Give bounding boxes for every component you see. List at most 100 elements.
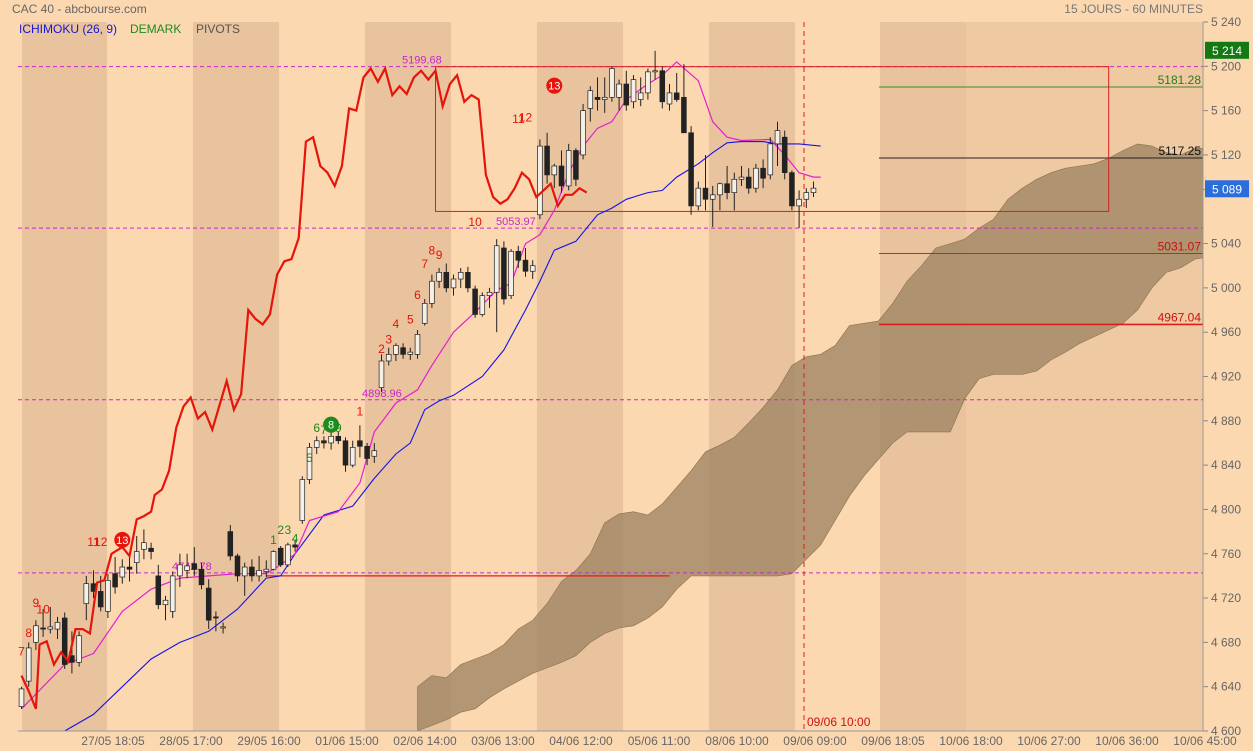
last-price-text: 5 089 [1212,182,1242,196]
demark-label: 13 [116,535,128,547]
candle-body [803,192,810,200]
y-axis-panel [1203,0,1253,751]
y-tick-label: 4 680 [1211,635,1241,649]
candle-body [61,617,68,665]
y-tick-label: 5 040 [1211,237,1241,251]
demark-label: 8 [328,420,334,432]
top-price-text: 5 214 [1212,44,1242,58]
x-tick-label: 09/06 18:05 [861,734,925,748]
y-tick-label: 5 160 [1211,104,1241,118]
target-label: 5181.28 [1158,73,1202,87]
x-tick-label: 28/05 17:00 [159,734,223,748]
candle-body [717,183,723,196]
candle [551,163,558,189]
candle [709,185,716,227]
candle-body [292,544,298,548]
candle [371,442,378,463]
candle [493,239,500,333]
candle [587,86,594,122]
candle [47,606,54,634]
candle [681,64,687,134]
event-vline-label: 09/06 10:00 [807,715,871,729]
candle [522,247,529,277]
demark-label: 10 [36,603,50,617]
x-tick-label: 10/06 36:00 [1095,734,1159,748]
candle [450,274,457,296]
candle [213,611,219,632]
candle-body [486,291,493,296]
candle [112,557,118,594]
candle [357,425,363,458]
session-band [365,22,451,731]
candle-body [573,150,579,180]
candle [688,126,694,215]
demark-label: 2 [378,342,385,356]
candle [184,553,190,579]
candle-body [133,551,140,563]
candle [565,143,572,191]
candle [753,163,759,193]
candle-body [198,568,205,586]
candle-body [738,176,745,180]
candle [205,579,212,630]
candle-body [652,70,658,73]
demark-label: 1 [357,404,364,418]
demark-label: 9 [33,596,40,610]
session-band [709,22,795,731]
candle-body [429,280,435,304]
candle-body [155,575,162,606]
candle [810,181,817,198]
candle [630,75,637,109]
demark-circle [546,77,563,94]
candle [18,686,25,709]
y-tick-label: 5 000 [1211,281,1241,295]
demark-label: 7 [18,645,25,659]
candle [227,524,234,561]
candle-body [342,440,349,466]
candle [40,609,46,637]
candle [292,540,298,552]
candle-body [306,447,313,480]
candle [256,555,262,582]
candle [407,347,414,360]
demark-label: 7 [321,423,328,437]
candle [544,132,550,184]
range-box [435,66,1110,212]
x-tick-label: 10/06 18:00 [939,734,1003,748]
candle-body [205,587,212,621]
candle-body [385,353,392,362]
candle-body [184,565,190,571]
candle [573,148,579,186]
candle [191,547,198,576]
candle [306,442,313,484]
candle [529,260,536,280]
candle [515,245,522,268]
candle-body [33,625,39,643]
y-tick-label: 5 200 [1211,59,1241,73]
candle-body [493,245,500,293]
demark-label: 2 [277,523,284,537]
y-tick-label: 4 600 [1211,724,1241,738]
candle-body [112,573,118,588]
ichimoku-cloud [417,143,1253,732]
candle-body [241,566,248,577]
candle-body [18,688,25,707]
candle-body [673,92,680,100]
candle-body [313,440,320,448]
candle [609,66,615,102]
x-tick-label: 09/06 09:00 [783,734,847,748]
candle [738,166,745,186]
candle [133,536,140,574]
candle [83,575,90,621]
candle [767,137,774,180]
candle-body [709,194,716,200]
indicator-ichimoku: ICHIMOKU (26, 9) [19,22,118,36]
candle [594,77,601,111]
candle-body [659,70,666,103]
candle [270,550,277,571]
candle-body [637,92,644,100]
candle-body [623,83,630,106]
candle [429,274,435,308]
y-tick-label: 4 840 [1211,458,1241,472]
x-tick-label: 02/06 14:00 [393,734,457,748]
